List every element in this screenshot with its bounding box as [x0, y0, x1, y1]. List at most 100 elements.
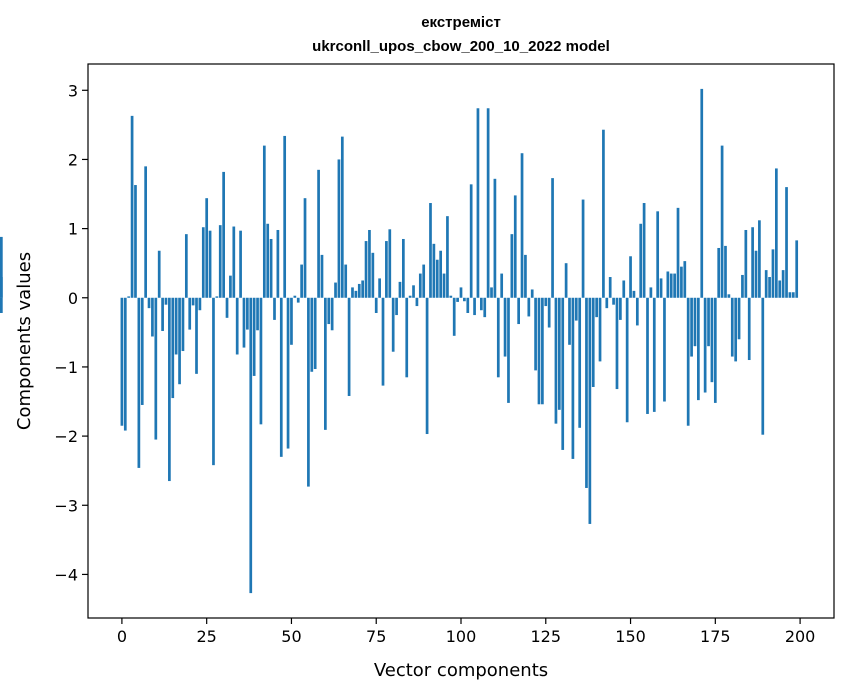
- y-tick-label: 0: [68, 289, 78, 308]
- bar: [249, 297, 253, 594]
- bar: [276, 229, 280, 298]
- bar: [622, 280, 626, 298]
- x-tick-label: 50: [281, 627, 301, 646]
- bar: [680, 266, 683, 298]
- bar: [761, 297, 765, 435]
- bar: [140, 297, 144, 405]
- bar: [642, 203, 646, 298]
- bar: [432, 243, 436, 298]
- bar: [225, 297, 229, 318]
- bar: [408, 295, 412, 298]
- bar: [585, 297, 588, 488]
- bar: [574, 297, 578, 321]
- bar: [615, 297, 619, 390]
- bar: [598, 297, 602, 362]
- bar: [666, 271, 670, 298]
- bar: [473, 297, 476, 316]
- bar: [764, 270, 768, 298]
- y-tick-label: 1: [68, 220, 78, 239]
- x-axis-label: Vector components: [374, 660, 548, 681]
- bar: [283, 135, 287, 298]
- bar: [775, 168, 778, 298]
- bar: [279, 297, 283, 457]
- bar: [605, 297, 609, 309]
- bar: [181, 297, 185, 352]
- bar: [435, 259, 439, 298]
- bar: [561, 297, 565, 450]
- bar: [324, 297, 327, 430]
- bar: [157, 250, 161, 298]
- bar: [652, 297, 656, 412]
- bar: [208, 230, 212, 298]
- bar: [273, 297, 276, 320]
- bar: [256, 297, 259, 331]
- bar: [0, 236, 3, 298]
- bar: [568, 297, 571, 345]
- bar: [388, 229, 392, 298]
- x-tick-label: 100: [446, 627, 477, 646]
- bar: [524, 254, 527, 298]
- bar: [625, 297, 629, 423]
- x-tick-label: 200: [785, 627, 816, 646]
- bar: [198, 297, 202, 311]
- y-tick-label: 2: [68, 150, 78, 169]
- bar: [307, 297, 310, 487]
- bar: [479, 297, 483, 311]
- bar: [144, 166, 147, 298]
- bar: [371, 252, 375, 298]
- bar: [415, 297, 419, 307]
- x-axis: 0 25 50 75 100 125 150 175 200: [117, 618, 816, 646]
- bar: [449, 295, 453, 298]
- bar: [334, 282, 337, 298]
- bar: [395, 297, 398, 316]
- bar: [785, 187, 788, 298]
- bar: [402, 238, 405, 298]
- bar: [503, 297, 507, 357]
- bar: [581, 199, 585, 298]
- bar: [222, 171, 225, 298]
- bar: [595, 297, 598, 318]
- bar: [724, 245, 727, 298]
- bar: [242, 297, 246, 348]
- bar: [602, 129, 605, 298]
- bar: [758, 220, 761, 298]
- bar: [347, 297, 351, 396]
- bar: [269, 238, 273, 298]
- bar: [184, 234, 188, 298]
- bar: [527, 297, 531, 317]
- bar: [744, 229, 748, 298]
- bar: [212, 297, 215, 466]
- bar: [754, 250, 758, 298]
- bar: [768, 277, 771, 298]
- bar: [727, 294, 731, 298]
- bar: [697, 297, 700, 401]
- bar: [656, 211, 660, 298]
- bar: [493, 178, 497, 298]
- bar: [191, 297, 195, 306]
- bar: [734, 297, 738, 362]
- bar: [791, 292, 795, 298]
- bar: [178, 297, 181, 385]
- bar: [676, 207, 680, 298]
- bar: [300, 264, 303, 298]
- bar: [486, 108, 490, 298]
- bar: [500, 273, 504, 298]
- bar: [466, 297, 470, 313]
- y-tick-label: 3: [68, 81, 78, 100]
- bar: [608, 277, 612, 298]
- bar: [442, 273, 446, 298]
- bar: [717, 247, 721, 298]
- bar: [663, 297, 666, 402]
- bar: [476, 108, 480, 298]
- bar: [588, 297, 592, 524]
- chart-title-line1: екстреміст: [421, 14, 501, 31]
- bar: [530, 289, 534, 298]
- y-tick-label: −1: [54, 358, 78, 377]
- bar: [351, 287, 354, 298]
- bar: [544, 297, 548, 307]
- bar: [490, 287, 493, 298]
- y-axis: 3 2 1 0 −1 −2 −3 −4: [54, 81, 88, 584]
- bar: [296, 297, 300, 303]
- bar: [364, 241, 368, 298]
